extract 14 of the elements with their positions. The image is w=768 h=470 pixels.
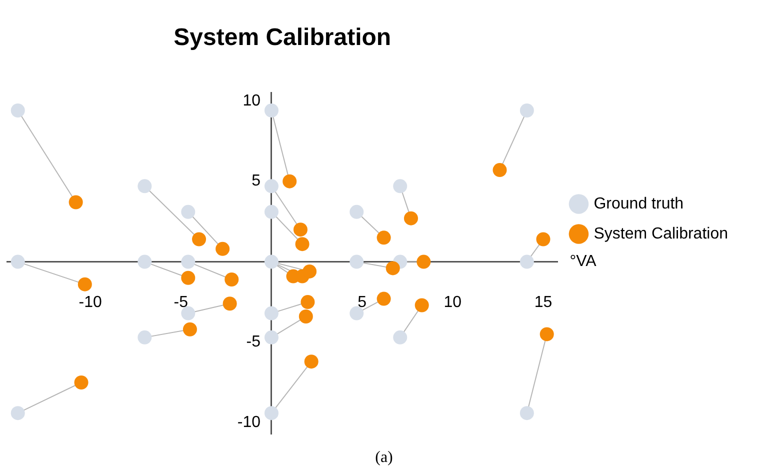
x-tick-label: 5 <box>358 294 367 311</box>
legend-label: Ground truth <box>594 195 684 212</box>
x-tick-label: -10 <box>78 294 102 311</box>
y-tick-label: -10 <box>237 414 261 432</box>
y-tick-label: -5 <box>246 334 261 351</box>
y-tick-label: 5 <box>252 172 261 190</box>
x-tick-label: 10 <box>444 294 462 311</box>
y-tick-label: 10 <box>242 92 261 110</box>
chart-title: System Calibration <box>174 24 392 52</box>
text: (a) <box>375 449 393 466</box>
x-tick-label: 15 <box>534 294 552 311</box>
x-axis-title: °VA <box>570 253 597 270</box>
legend-label: System Calibration <box>594 225 728 242</box>
x-tick-label: -5 <box>174 294 188 311</box>
